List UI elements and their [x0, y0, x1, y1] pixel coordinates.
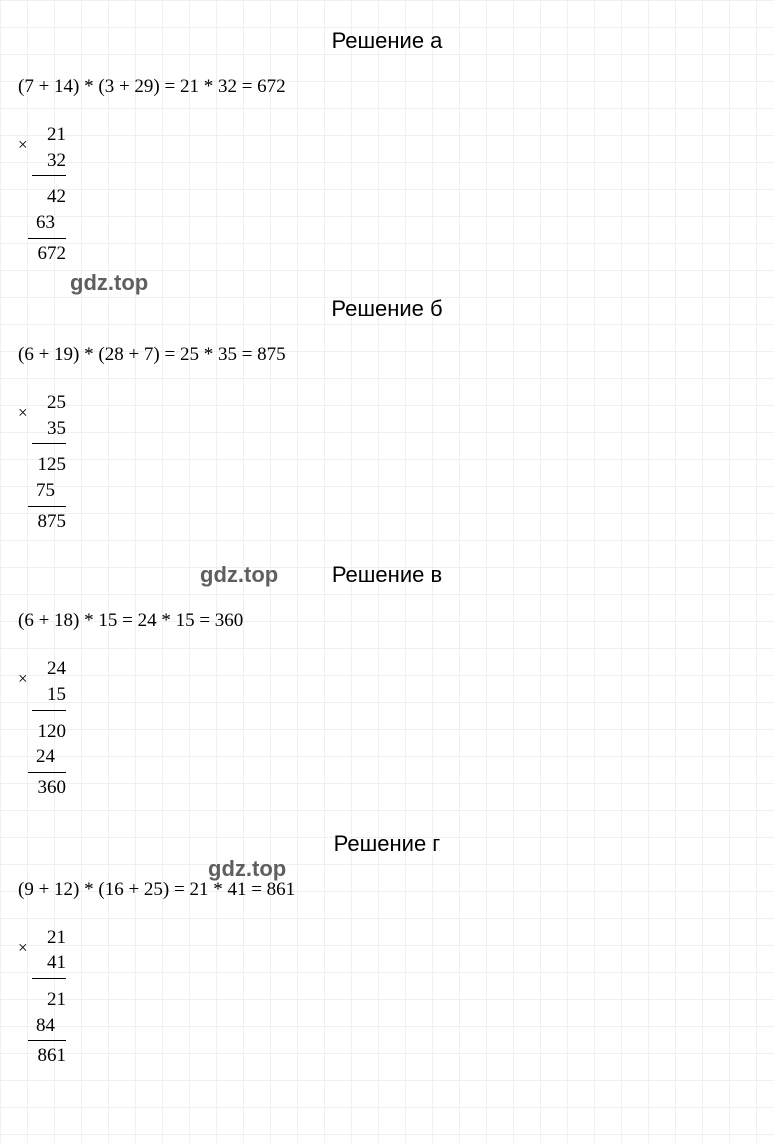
multiply-sign: ×: [18, 937, 28, 960]
equation-g: (9 + 12) * (16 + 25) = 21 * 41 = 861: [0, 879, 774, 901]
rule-line: [28, 772, 66, 773]
rule-line: [28, 1040, 66, 1041]
rule-line: [32, 175, 66, 176]
partial-2: 84: [22, 1013, 55, 1039]
rule-line: [32, 710, 66, 711]
result: 360: [22, 775, 66, 801]
operand-2: 32: [22, 148, 66, 174]
long-multiplication-a: × 21 32 42 63 672: [22, 122, 66, 266]
operand-2: 35: [22, 416, 66, 442]
long-multiplication-b: × 25 35 125 75 875: [22, 390, 66, 534]
partial-1: 21: [22, 987, 66, 1013]
rule-line: [28, 506, 66, 507]
operand-2: 41: [22, 950, 66, 976]
operand-1: 24: [22, 656, 66, 682]
partial-2: 63: [22, 210, 55, 236]
section-title-a: Решение а: [0, 28, 774, 54]
rule-line: [32, 443, 66, 444]
rule-line: [28, 238, 66, 239]
section-title-b: Решение б: [0, 296, 774, 322]
partial-2: 24: [22, 744, 55, 770]
equation-v: (6 + 18) * 15 = 24 * 15 = 360: [0, 610, 774, 632]
operand-1: 25: [22, 390, 66, 416]
equation-a: (7 + 14) * (3 + 29) = 21 * 32 = 672: [0, 76, 774, 98]
long-multiplication-g: × 21 41 21 84 861: [22, 925, 66, 1069]
long-multiplication-v: × 24 15 120 24 360: [22, 656, 66, 800]
section-title-g: Решение г: [0, 831, 774, 857]
operand-1: 21: [22, 925, 66, 951]
partial-2: 75: [22, 478, 55, 504]
watermark: gdz.top: [70, 270, 148, 296]
partial-1: 120: [22, 719, 66, 745]
operand-2: 15: [22, 682, 66, 708]
rule-line: [32, 978, 66, 979]
result: 875: [22, 509, 66, 535]
result: 672: [22, 241, 66, 267]
partial-1: 125: [22, 452, 66, 478]
multiply-sign: ×: [18, 668, 28, 691]
operand-1: 21: [22, 122, 66, 148]
multiply-sign: ×: [18, 134, 28, 157]
section-title-v: Решение в: [0, 562, 774, 588]
partial-1: 42: [22, 184, 66, 210]
multiply-sign: ×: [18, 402, 28, 425]
equation-b: (6 + 19) * (28 + 7) = 25 * 35 = 875: [0, 344, 774, 366]
result: 861: [22, 1043, 66, 1069]
